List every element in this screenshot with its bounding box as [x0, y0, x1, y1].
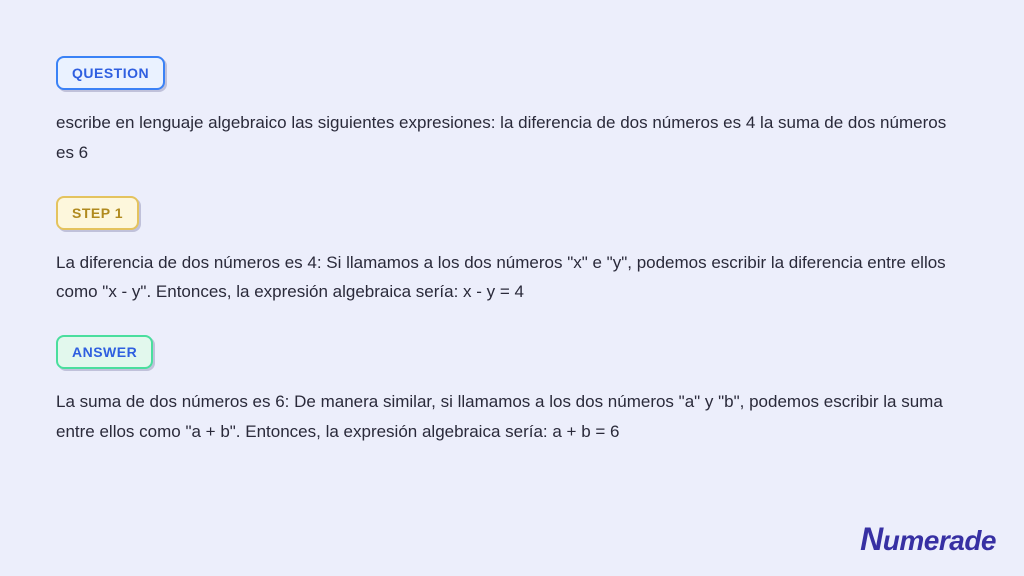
- answer-badge: ANSWER: [56, 335, 153, 369]
- brand-logo: Numerade: [860, 521, 996, 558]
- step1-text: La diferencia de dos números es 4: Si ll…: [56, 248, 968, 308]
- question-badge: QUESTION: [56, 56, 165, 90]
- step1-badge: STEP 1: [56, 196, 139, 230]
- brand-text: umerade: [883, 525, 996, 556]
- question-text: escribe en lenguaje algebraico las sigui…: [56, 108, 968, 168]
- question-block: QUESTION escribe en lenguaje algebraico …: [56, 56, 968, 168]
- answer-text: La suma de dos números es 6: De manera s…: [56, 387, 968, 447]
- step1-block: STEP 1 La diferencia de dos números es 4…: [56, 196, 968, 308]
- answer-block: ANSWER La suma de dos números es 6: De m…: [56, 335, 968, 447]
